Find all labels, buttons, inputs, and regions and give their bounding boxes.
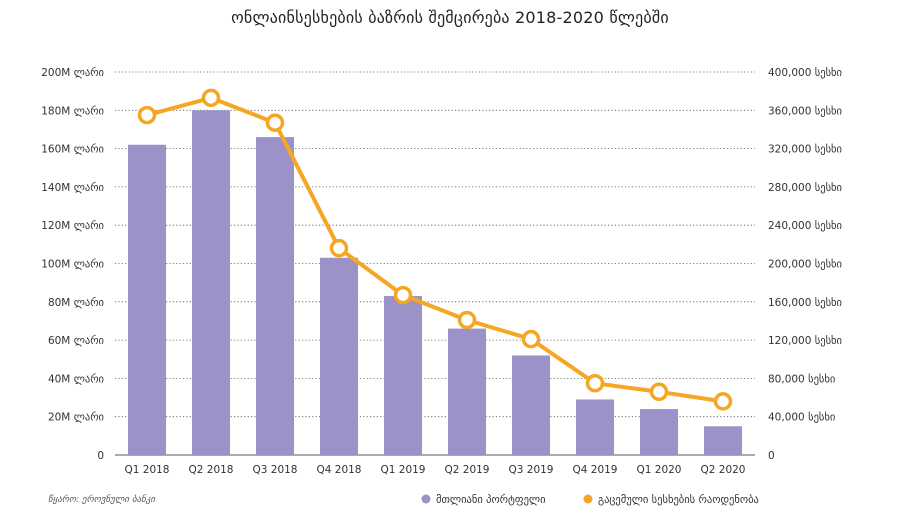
bar bbox=[320, 257, 358, 455]
left-tick-label: 200M ლარი bbox=[41, 67, 104, 79]
legend-label-bars: მთლიანი პორტფელი bbox=[436, 494, 546, 506]
x-tick-label: Q2 2018 bbox=[188, 464, 233, 476]
left-tick-label: 100M ლარი bbox=[41, 259, 104, 271]
left-y-axis: 0 20M ლარი 40M ლარი 60M ლარი 80M ლარი 100M ლა… bbox=[41, 67, 104, 462]
line-point bbox=[393, 285, 413, 305]
legend-marker-bars bbox=[421, 494, 431, 504]
right-tick-label: 320,000 სესხი bbox=[768, 144, 842, 156]
legend-label-line: გაცემული სესხების რაოდენობა bbox=[598, 494, 759, 506]
right-tick-label: 120,000 სესხი bbox=[768, 335, 842, 347]
bar bbox=[128, 144, 166, 455]
bar bbox=[384, 296, 422, 455]
x-tick-label: Q1 2019 bbox=[380, 464, 425, 476]
left-tick-label: 0 bbox=[97, 450, 104, 462]
bar bbox=[640, 409, 678, 455]
legend: მთლიანი პორტფელი გაცემული სესხების რაოდე… bbox=[421, 494, 759, 506]
x-tick-label: Q2 2020 bbox=[700, 464, 745, 476]
bar bbox=[448, 328, 486, 455]
line-series bbox=[137, 88, 733, 411]
right-tick-label: 280,000 სესხი bbox=[768, 182, 842, 194]
bar bbox=[512, 355, 550, 455]
x-tick-label: Q2 2019 bbox=[444, 464, 489, 476]
right-tick-label: 360,000 სესხი bbox=[768, 105, 842, 117]
line-point bbox=[329, 238, 349, 258]
right-y-axis: 0 40,000 სესხი 80,000 სესხი 120,000 სესხი 16… bbox=[768, 67, 842, 462]
left-tick-label: 60M ლარი bbox=[48, 335, 104, 347]
line-point bbox=[137, 105, 157, 125]
right-tick-label: 80,000 სესხი bbox=[768, 373, 835, 385]
left-tick-label: 80M ლარი bbox=[48, 297, 104, 309]
line-point bbox=[265, 113, 285, 132]
left-tick-label: 120M ლარი bbox=[41, 220, 104, 232]
right-tick-label: 160,000 სესხი bbox=[768, 297, 842, 309]
right-tick-label: 0 bbox=[768, 450, 775, 462]
x-tick-label: Q4 2018 bbox=[316, 464, 361, 476]
right-tick-label: 400,000 სესხი bbox=[768, 67, 842, 79]
x-tick-label: Q3 2019 bbox=[508, 464, 553, 476]
left-tick-label: 20M ლარი bbox=[48, 412, 104, 424]
line-point bbox=[457, 310, 477, 330]
left-tick-label: 40M ლარი bbox=[48, 373, 104, 385]
x-tick-label: Q4 2019 bbox=[572, 464, 617, 476]
line-point bbox=[521, 329, 541, 349]
bar bbox=[192, 110, 230, 456]
source-note: წყარო: ეროვნული ბანკი bbox=[48, 494, 156, 505]
x-tick-label: Q3 2018 bbox=[252, 464, 297, 476]
right-tick-label: 200,000 სესხი bbox=[768, 259, 842, 271]
left-tick-label: 160M ლარი bbox=[41, 144, 104, 156]
line-point bbox=[585, 373, 605, 393]
chart-title: ონლაინსესხების ბაზრის შემცირება 2018-202… bbox=[231, 8, 669, 27]
line-point bbox=[201, 88, 221, 108]
gridlines bbox=[115, 71, 755, 456]
right-tick-label: 240,000 სესხი bbox=[768, 220, 842, 232]
right-tick-label: 40,000 სესხი bbox=[768, 412, 835, 424]
bar bbox=[576, 399, 614, 455]
x-tick-label: Q1 2018 bbox=[124, 464, 169, 476]
x-tick-label: Q1 2020 bbox=[636, 464, 681, 476]
left-tick-label: 140M ლარი bbox=[41, 182, 104, 194]
bar-series bbox=[128, 110, 742, 456]
left-tick-label: 180M ლარი bbox=[41, 105, 104, 117]
line-point bbox=[713, 392, 733, 411]
bar bbox=[704, 426, 742, 455]
legend-marker-line bbox=[583, 494, 593, 504]
series-line bbox=[145, 95, 725, 404]
x-axis: Q1 2018 Q2 2018 Q3 2018 Q4 2018 Q1 2019 Q2 20… bbox=[124, 464, 745, 476]
line-point bbox=[649, 382, 669, 402]
bar bbox=[256, 137, 294, 456]
